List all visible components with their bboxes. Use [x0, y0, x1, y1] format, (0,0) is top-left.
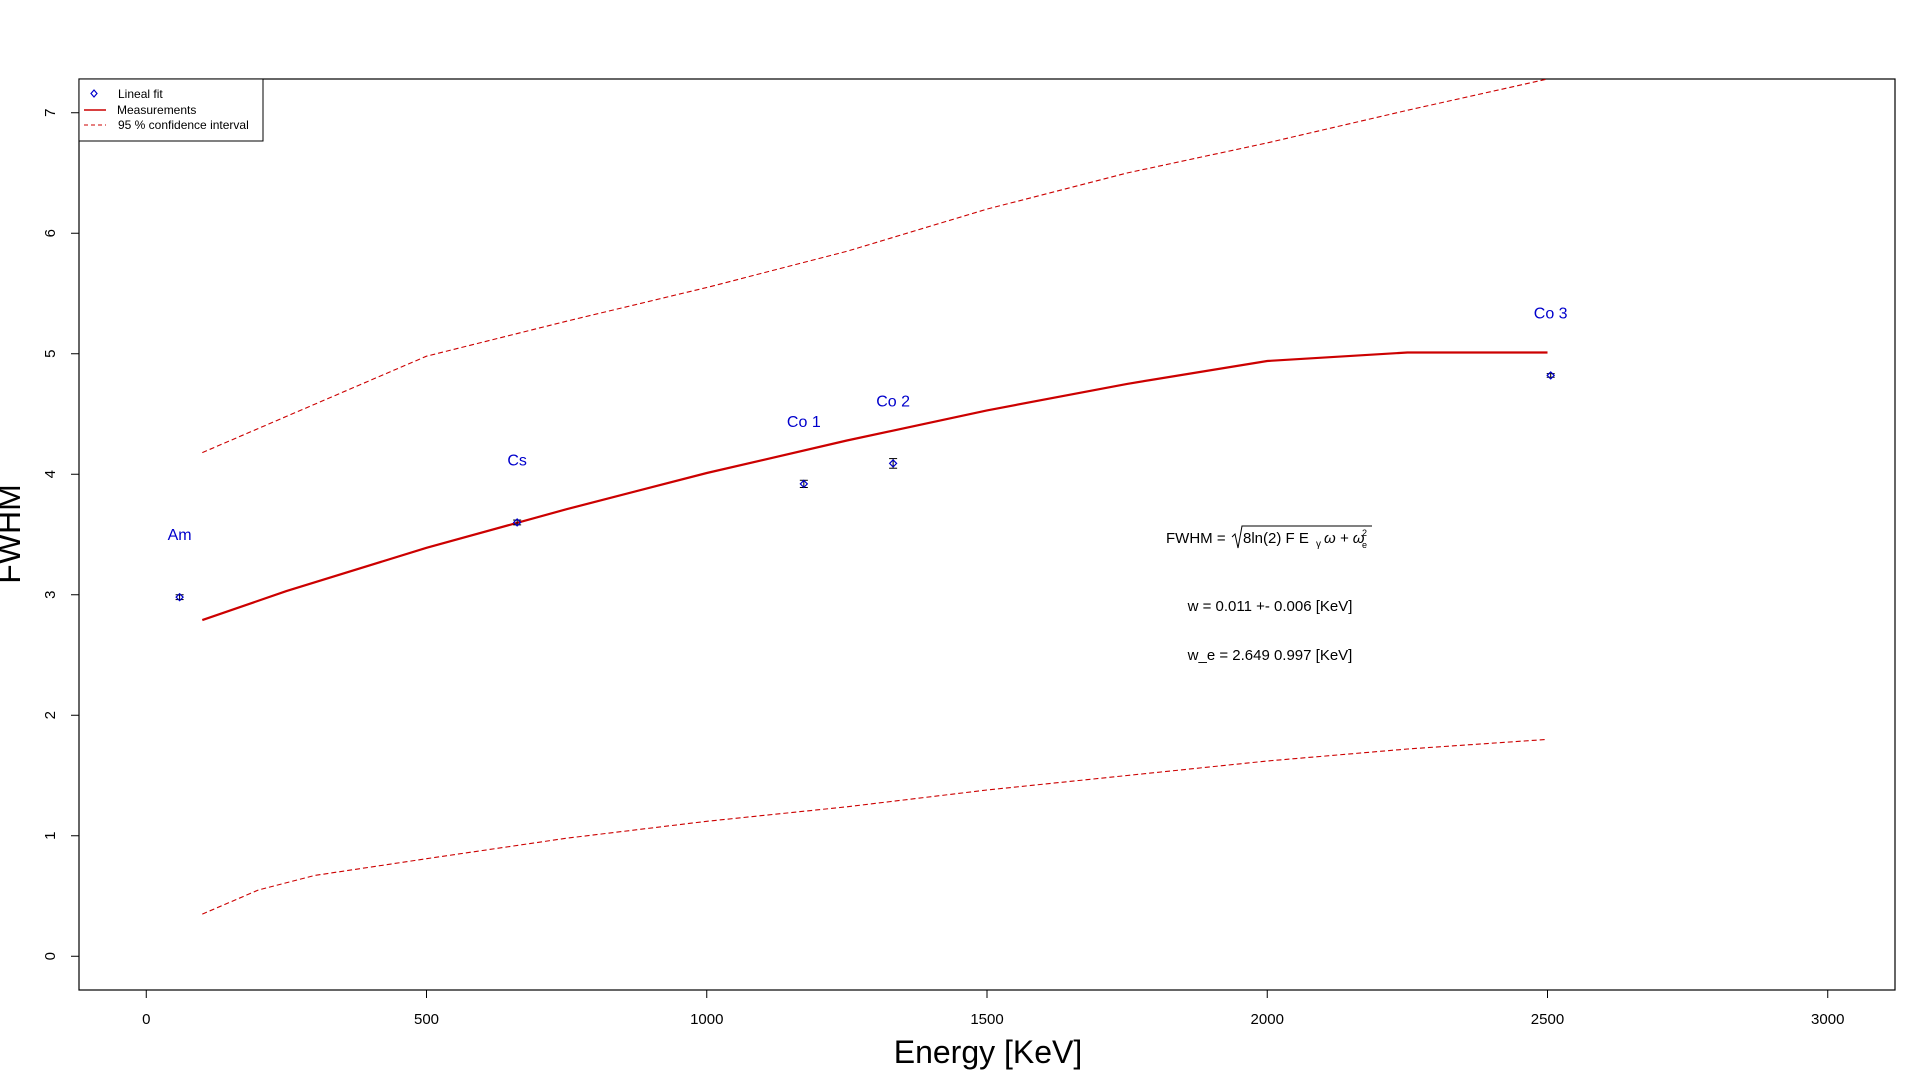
x-tick-label: 1000 — [690, 1011, 723, 1028]
point-label: Cs — [507, 452, 527, 469]
w-parameter-text: w = 0.011 +- 0.006 [KeV] — [1187, 598, 1353, 615]
data-point — [1546, 371, 1556, 380]
point-label: Am — [168, 527, 192, 544]
formula-annotation: FWHM = 8ln(2) F E γ ω + ω 2 e — [1166, 525, 1372, 550]
legend-diamond-icon — [90, 89, 98, 98]
data-point — [175, 592, 184, 602]
y-tick-label: 1 — [42, 832, 59, 840]
legend-label: Lineal fit — [118, 87, 163, 101]
point-label: Co 1 — [787, 414, 821, 431]
y-tick-label: 2 — [42, 711, 59, 719]
sqrt-sign — [1231, 525, 1372, 549]
y-tick-label: 3 — [42, 591, 59, 599]
legend-entry-confidence: 95 % confidence interval — [84, 118, 249, 132]
x-axis: 0 500 1000 1500 2000 2500 3000 — [142, 989, 1844, 1028]
data-point — [888, 459, 898, 468]
legend-entry-measurements: Measurements — [84, 103, 196, 117]
x-tick-label: 0 — [142, 1011, 150, 1028]
y-tick-label: 4 — [42, 470, 59, 478]
points-layer: Am Cs Co 1 Co 2 Co 3 — [168, 305, 1568, 602]
fit-curve — [201, 351, 1548, 622]
ci-lower-curve — [202, 738, 1548, 915]
y-tick-label: 0 — [42, 952, 59, 960]
point-label: Co 3 — [1534, 305, 1568, 322]
formula-sup: 2 — [1362, 528, 1367, 538]
formula-sub-gamma: γ — [1316, 539, 1321, 550]
ci-upper-curve — [202, 78, 1548, 454]
x-tick-label: 2000 — [1251, 1011, 1284, 1028]
y-axis: 0 1 2 3 4 5 6 7 — [42, 109, 80, 960]
x-axis-label: Energy [KeV] — [894, 1034, 1083, 1070]
legend-label: Measurements — [117, 103, 196, 117]
legend: Lineal fit Measurements 95 % confidence … — [78, 78, 264, 142]
legend-box — [78, 78, 264, 142]
y-tick-label: 5 — [42, 350, 59, 358]
we-parameter-text: w_e = 2.649 0.997 [KeV] — [1187, 647, 1353, 664]
legend-label: 95 % confidence interval — [118, 118, 249, 132]
x-tick-label: 2500 — [1531, 1011, 1564, 1028]
data-point — [799, 479, 809, 489]
formula-radicand: 8ln(2) F E — [1243, 530, 1309, 547]
x-tick-label: 3000 — [1811, 1011, 1844, 1028]
y-tick-label: 7 — [42, 109, 59, 117]
y-tick-label: 6 — [42, 229, 59, 237]
series-layer — [201, 78, 1548, 915]
formula-lhs: FWHM = — [1166, 530, 1226, 547]
point-label: Co 2 — [876, 393, 910, 410]
y-axis-label: FWHM — [0, 484, 27, 584]
formula-sub-e: e — [1362, 540, 1367, 550]
data-point — [512, 518, 522, 527]
x-tick-label: 500 — [414, 1011, 439, 1028]
plot-frame — [78, 78, 1896, 991]
x-tick-label: 1500 — [970, 1011, 1003, 1028]
legend-entry-fit: Lineal fit — [90, 87, 163, 101]
formula-omega: ω + ω — [1324, 530, 1365, 547]
